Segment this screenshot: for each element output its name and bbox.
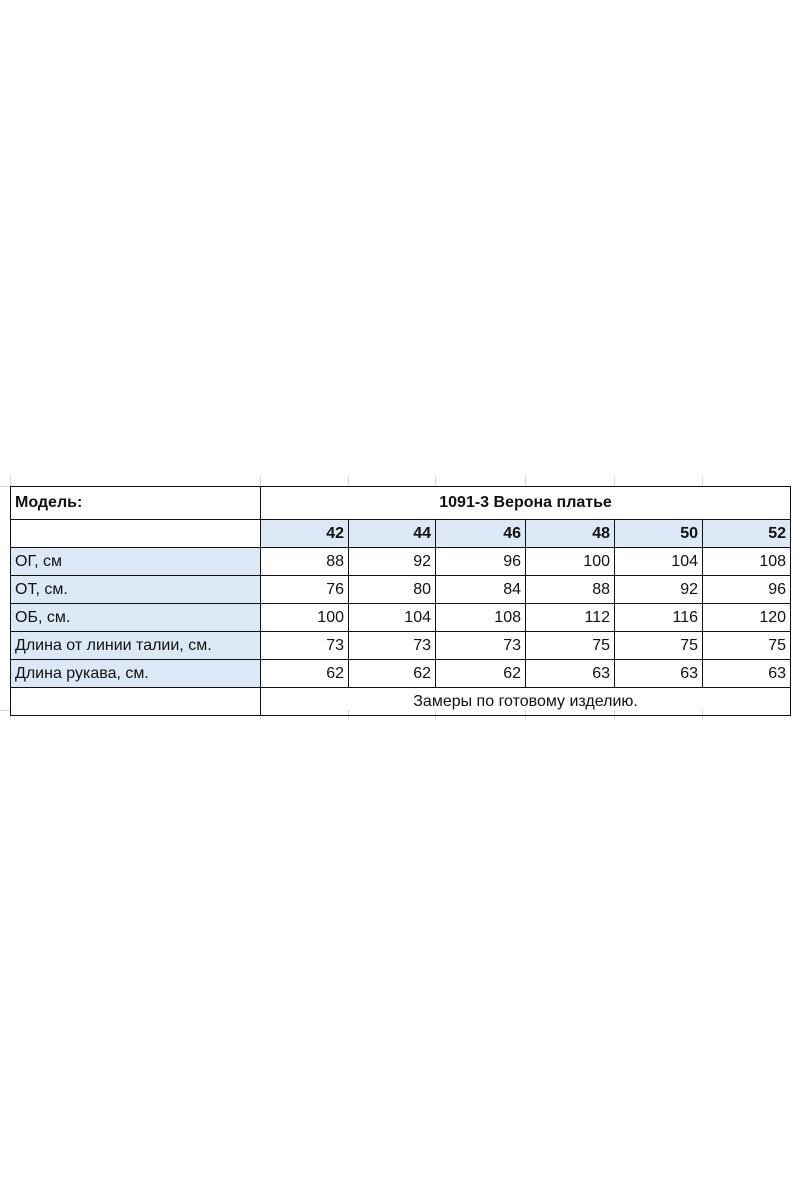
- measurement-value: 88: [260, 547, 349, 576]
- measurement-sheet: Модель: 1091-3 Верона платье 42 44 46 48…: [0, 476, 800, 720]
- measurement-value: 62: [260, 659, 349, 688]
- gridline: [702, 476, 703, 486]
- measurement-label: Длина рукава, см.: [10, 659, 261, 688]
- measurement-value: 100: [260, 603, 349, 632]
- measurement-label: ОТ, см.: [10, 575, 261, 604]
- size-header: 50: [614, 519, 703, 548]
- measurement-value: 108: [435, 603, 526, 632]
- measurement-value: 116: [614, 603, 703, 632]
- size-header-row: 42 44 46 48 50 52: [10, 519, 792, 548]
- measurement-value: 63: [525, 659, 615, 688]
- measurement-value: 96: [435, 547, 526, 576]
- gridline: [525, 476, 526, 486]
- table-row: ОТ, см. 76 80 84 88 92 96: [10, 575, 792, 604]
- measurement-label: ОБ, см.: [10, 603, 261, 632]
- measurement-value: 63: [614, 659, 703, 688]
- model-label: Модель:: [10, 486, 261, 520]
- measurement-value: 73: [348, 631, 436, 660]
- gridline: [0, 486, 10, 487]
- gridline: [435, 476, 436, 486]
- measurement-value: 62: [348, 659, 436, 688]
- measurement-value: 96: [701, 575, 792, 604]
- measurement-value: 92: [614, 575, 703, 604]
- measurement-value: 76: [260, 575, 349, 604]
- measurement-value: 73: [260, 631, 349, 660]
- measurement-value: 75: [525, 631, 615, 660]
- size-header: 52: [701, 519, 792, 548]
- product-title: 1091-3 Верона платье: [259, 486, 792, 520]
- measurement-value: 75: [701, 631, 792, 660]
- measurement-value: 120: [701, 603, 792, 632]
- note-row: Замеры по готовому изделию.: [10, 687, 792, 716]
- blank-cell: [10, 519, 261, 548]
- size-header: 44: [348, 519, 436, 548]
- measurement-value: 100: [525, 547, 615, 576]
- gridline: [10, 476, 11, 486]
- gridline: [348, 476, 349, 486]
- measurement-label: ОГ, см: [10, 547, 261, 576]
- table-row: Длина от линии талии, см. 73 73 73 75 75…: [10, 631, 792, 660]
- size-chart-table: Модель: 1091-3 Верона платье 42 44 46 48…: [10, 486, 792, 716]
- measurement-value: 75: [614, 631, 703, 660]
- measurement-value: 112: [525, 603, 615, 632]
- measurement-value: 108: [701, 547, 792, 576]
- measurement-value: 104: [348, 603, 436, 632]
- table-row: ОГ, см 88 92 96 100 104 108: [10, 547, 792, 576]
- measurement-value: 84: [435, 575, 526, 604]
- measurement-note: Замеры по готовому изделию.: [259, 687, 792, 716]
- size-header: 42: [260, 519, 349, 548]
- measurement-value: 88: [525, 575, 615, 604]
- measurement-value: 62: [435, 659, 526, 688]
- measurement-value: 63: [701, 659, 792, 688]
- measurement-label: Длина от линии талии, см.: [10, 631, 261, 660]
- size-header: 48: [525, 519, 615, 548]
- size-header: 46: [435, 519, 526, 548]
- title-row: Модель: 1091-3 Верона платье: [10, 486, 792, 520]
- measurement-value: 92: [348, 547, 436, 576]
- table-row: Длина рукава, см. 62 62 62 63 63 63: [10, 659, 792, 688]
- gridline: [614, 476, 615, 486]
- blank-cell: [10, 687, 261, 716]
- table-row: ОБ, см. 100 104 108 112 116 120: [10, 603, 792, 632]
- gridline: [260, 476, 261, 486]
- measurement-value: 80: [348, 575, 436, 604]
- measurement-value: 73: [435, 631, 526, 660]
- gridline: [0, 710, 10, 711]
- measurement-value: 104: [614, 547, 703, 576]
